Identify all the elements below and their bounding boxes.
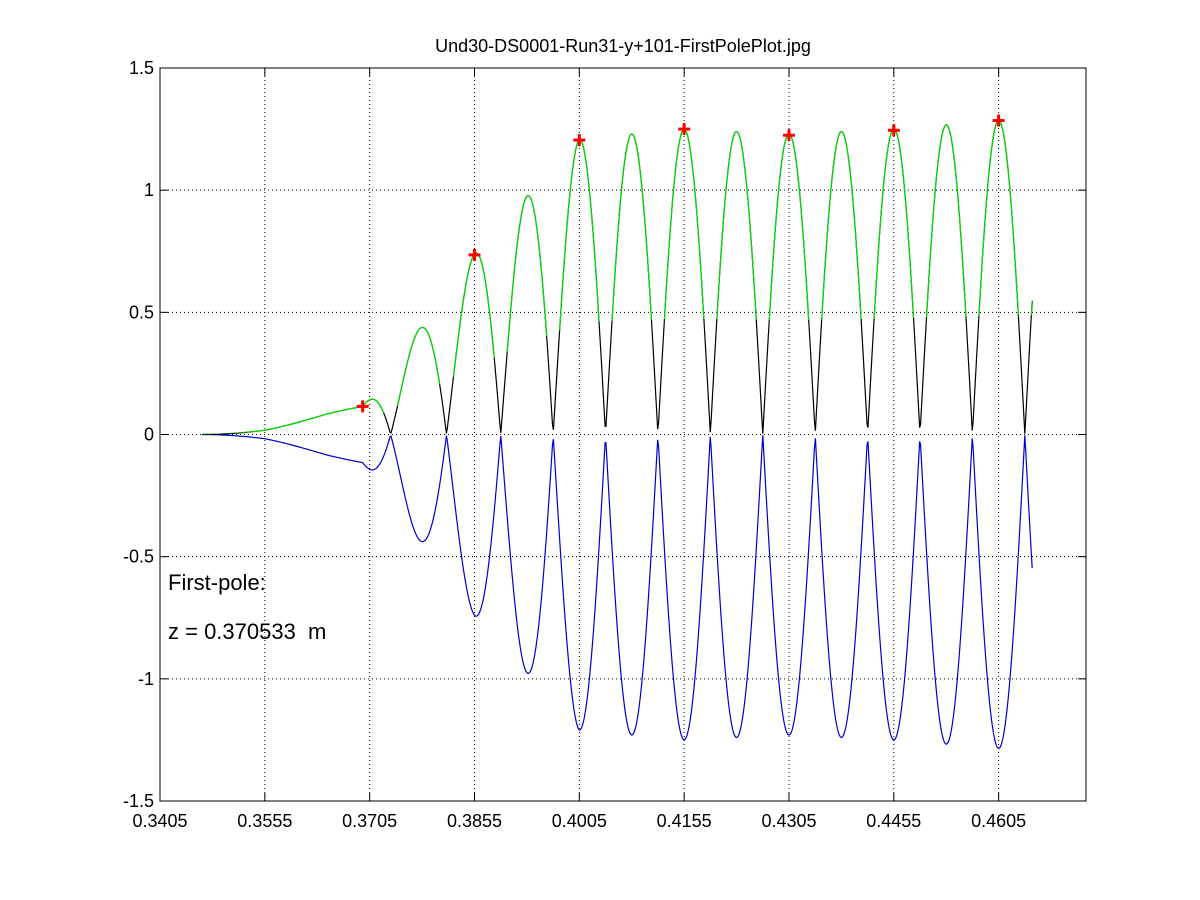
x-tick-label: 0.4455: [866, 811, 921, 831]
chart-title: Und30-DS0001-Run31-y+101-FirstPolePlot.j…: [435, 36, 811, 56]
peak-marker: [468, 248, 481, 261]
annotation-z-value: z = 0.370533 m: [168, 619, 326, 644]
peak-marker: [992, 114, 1005, 127]
x-tick-label: 0.3405: [132, 811, 187, 831]
x-tick-label: 0.3555: [237, 811, 292, 831]
y-tick-label: 0: [144, 425, 154, 445]
annotation-first-pole: First-pole:: [168, 570, 266, 595]
y-tick-label: 1.5: [129, 58, 154, 78]
peak-marker: [887, 124, 900, 137]
peak-marker: [678, 123, 691, 136]
x-tick-label: 0.4605: [971, 811, 1026, 831]
peak-marker: [356, 400, 369, 413]
y-tick-label: -1: [138, 669, 154, 689]
x-tick-label: 0.3855: [447, 811, 502, 831]
curve-negative-half: [201, 433, 1033, 750]
axis-ticks: 0.3405 0.3555 0.3705 0.3855 0.4005 0.4155 0.43…: [123, 58, 1086, 831]
y-tick-label: 0.5: [129, 302, 154, 322]
x-tick-label: 0.4005: [552, 811, 607, 831]
peak-marker: [573, 134, 586, 147]
x-tick-label: 0.4155: [657, 811, 712, 831]
y-tick-label: -1.5: [123, 791, 154, 811]
peak-marker: [782, 129, 795, 142]
x-tick-label: 0.3705: [342, 811, 397, 831]
x-tick-label: 0.4305: [761, 811, 816, 831]
y-tick-label: 1: [144, 180, 154, 200]
peak-markers: [356, 114, 1005, 413]
plot-area: [160, 68, 1086, 801]
y-tick-label: -0.5: [123, 547, 154, 567]
